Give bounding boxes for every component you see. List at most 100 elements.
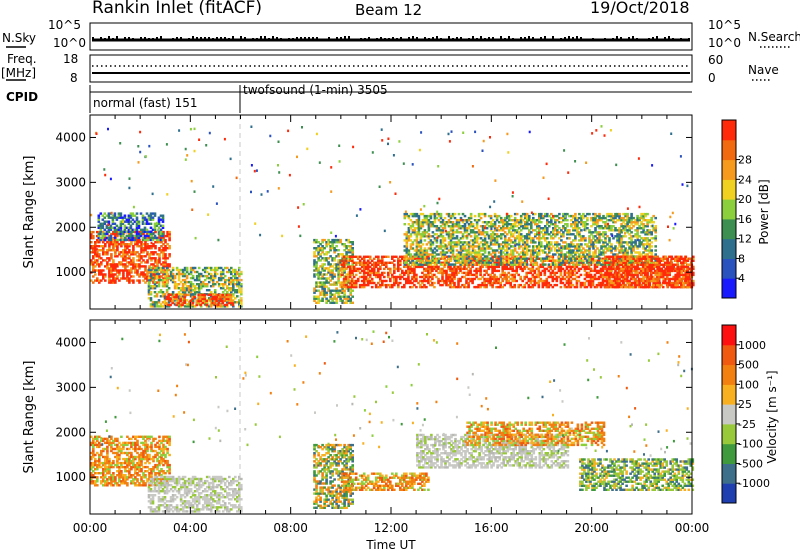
echo-cell <box>519 267 522 271</box>
echo-cell <box>417 225 421 228</box>
echo-cell <box>96 277 99 280</box>
echo-cell <box>568 214 571 218</box>
echo-cell <box>125 218 129 221</box>
echo-cell <box>349 247 352 250</box>
echo-cell <box>513 285 516 289</box>
echo-cell <box>152 273 155 276</box>
echo-cell <box>161 291 165 294</box>
echo-cell <box>134 241 137 244</box>
echo-cell <box>513 231 517 234</box>
echo-cell <box>116 241 119 244</box>
echo-cell <box>449 279 452 283</box>
echo-cell <box>582 261 585 264</box>
echo-cell <box>593 277 597 281</box>
echo-cell <box>675 255 679 258</box>
echo-cell <box>148 275 151 278</box>
echo-cell <box>423 239 427 242</box>
echo-cell <box>419 245 423 248</box>
echo-cell <box>161 278 165 282</box>
echo-cell <box>401 275 404 279</box>
echo-cell <box>564 247 567 250</box>
echo-cell <box>134 251 137 254</box>
echo-cell <box>527 267 531 271</box>
echo-cell <box>561 263 565 266</box>
echo-cell <box>499 233 503 236</box>
echo-cell <box>540 221 543 224</box>
echo-cell <box>542 251 545 254</box>
echo-cell <box>335 238 338 242</box>
echo-cell <box>169 293 172 297</box>
echo-cell <box>423 247 427 250</box>
echo-cell <box>339 253 342 256</box>
echo-cell <box>165 295 168 299</box>
echo-cell <box>433 255 437 258</box>
echo-cell <box>556 249 559 252</box>
echo-cell <box>525 227 529 230</box>
echo-cell <box>177 305 181 308</box>
echo-cell <box>625 277 629 281</box>
echo-cell <box>154 245 157 248</box>
echo-cell <box>223 297 226 301</box>
echo-cell <box>366 263 370 266</box>
echo-cell <box>147 218 151 221</box>
echo-cell <box>511 277 514 281</box>
echo-cell <box>366 277 370 281</box>
echo-cell <box>337 253 340 256</box>
echo-cell <box>475 241 479 244</box>
echo-cell <box>568 245 571 248</box>
echo-cell <box>397 285 400 289</box>
echo-cell <box>411 263 415 266</box>
echo-cell <box>576 219 579 222</box>
echo-cell <box>467 233 471 236</box>
echo-cell <box>317 249 320 252</box>
echo-cell <box>463 253 467 256</box>
echo-cell <box>425 231 429 234</box>
echo-cell <box>209 305 213 308</box>
echo-cell <box>387 271 390 275</box>
echo-cell <box>114 238 117 242</box>
echo-cell <box>228 280 231 284</box>
echo-cell <box>544 231 547 234</box>
echo-cell <box>209 268 213 272</box>
echo-cell <box>453 216 457 220</box>
echo-cell <box>217 278 221 282</box>
echo-cell <box>358 261 362 264</box>
echo-cell <box>457 277 460 281</box>
echo-cell <box>564 212 567 216</box>
echo-cell <box>409 257 413 260</box>
echo-cell <box>133 220 137 223</box>
echo-cell <box>433 237 437 240</box>
echo-cell <box>521 239 525 242</box>
echo-cell <box>435 265 438 269</box>
echo-cell <box>564 253 567 256</box>
echo-cell <box>577 279 581 283</box>
echo-cell <box>548 245 551 248</box>
nave-tick-top: 60 <box>708 53 723 67</box>
echo-cell <box>515 271 518 275</box>
echo-cell <box>463 247 467 250</box>
echo-cell <box>354 263 358 266</box>
echo-cell <box>437 257 441 260</box>
echo-cell <box>215 268 219 272</box>
echo-cell <box>501 233 505 236</box>
echo-cell <box>489 273 492 277</box>
echo-cell <box>138 279 141 282</box>
echo-cell <box>164 255 167 258</box>
echo-cell <box>483 279 486 283</box>
echo-cell <box>627 265 631 269</box>
echo-cell <box>121 238 125 242</box>
echo-cell <box>164 259 167 262</box>
echo-cell <box>345 273 348 276</box>
echo-cell <box>379 285 382 289</box>
echo-cell <box>583 277 587 281</box>
echo-cell <box>673 269 677 273</box>
echo-cell <box>104 273 107 276</box>
echo-cell <box>554 229 557 232</box>
echo-cell <box>325 243 328 246</box>
echo-cell <box>167 301 171 304</box>
echo-cell <box>572 255 575 258</box>
echo-cell <box>229 301 233 305</box>
echo-cell <box>569 265 573 269</box>
echo-cell <box>421 251 425 254</box>
echo-cell <box>136 251 139 254</box>
